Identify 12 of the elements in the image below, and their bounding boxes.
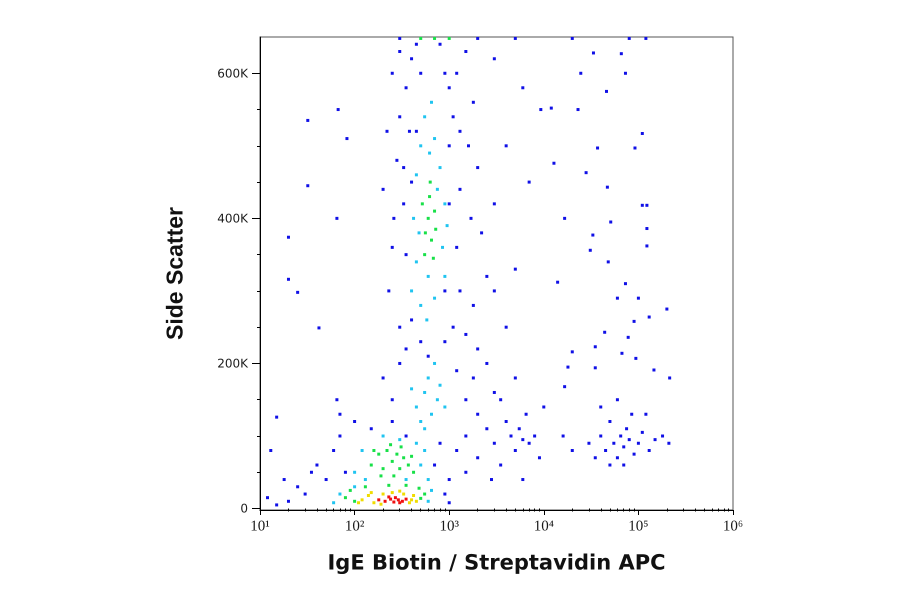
x-tick-label: 10⁴ (534, 518, 554, 534)
x-tick-label: 10¹ (250, 518, 270, 534)
x-tick-label: 10⁶ (722, 518, 744, 534)
x-tick-label: 10² (344, 518, 365, 534)
y-tick-label: 400K (217, 211, 250, 226)
y-tick-label: 200K (217, 356, 250, 370)
y-tick-label: 600K (217, 66, 250, 80)
x-tick-label: 10³ (439, 518, 460, 534)
y-axis-title: Side Scatter (162, 206, 188, 340)
y-tick-label: 0 (240, 502, 248, 516)
x-tick-label: 10⁵ (628, 518, 649, 534)
x-axis-title: IgE Biotin / Streptavidin APC (327, 550, 666, 574)
